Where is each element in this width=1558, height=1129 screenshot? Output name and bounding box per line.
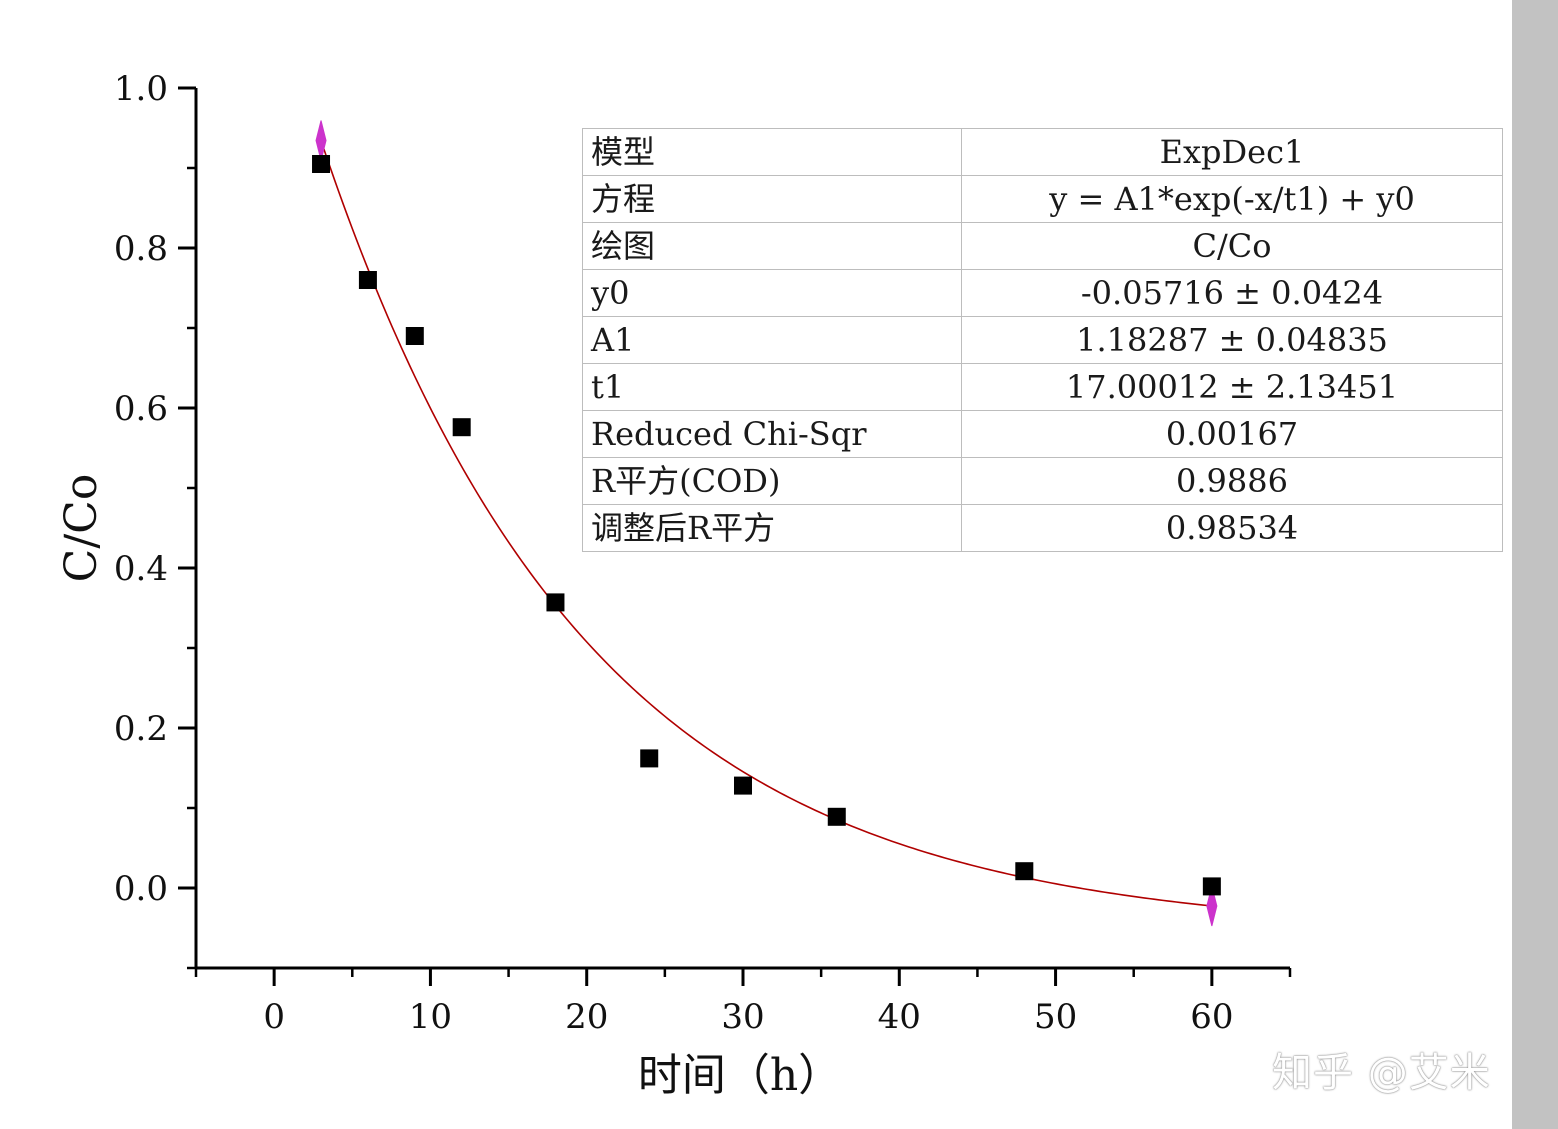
fit-table-key: y0 [582,269,962,317]
data-point [312,155,331,173]
right-scrollbar-strip [1512,0,1558,1129]
y-tick-label: 0.6 [114,389,168,429]
fit-table-value: C/Co [961,222,1503,270]
fit-table-key: Reduced Chi-Sqr [582,410,962,458]
data-point [1202,877,1221,896]
chart-axes [178,86,1292,986]
fit-table-row: A1 1.18287 ± 0.04835 [582,316,1503,364]
fit-table-key: 方程 [582,175,962,223]
fit-table-value: 1.18287 ± 0.04835 [961,316,1503,364]
x-tick-label: 20 [565,997,608,1037]
fit-endpoint-marker [315,120,327,161]
fit-table-key: 调整后R平方 [582,504,962,552]
x-tick-label: 30 [721,997,764,1037]
data-point [452,418,471,437]
watermark: 知乎 @艾米 [1272,1050,1491,1096]
fit-table-row: 模型 ExpDec1 [582,128,1503,176]
fit-table-row: 方程 y = A1*exp(-x/t1) + y0 [582,175,1503,223]
data-point [827,807,846,826]
fit-table-value: 0.00167 [961,410,1503,458]
fit-table-value: -0.05716 ± 0.0424 [961,269,1503,317]
fit-endpoint-marker [1206,885,1218,927]
y-tick-label: 0.4 [114,549,168,589]
fit-table-row: 调整后R平方 0.98534 [582,504,1503,552]
fit-curve-group [315,120,1218,927]
fit-curve [320,140,1212,907]
fit-table-value: ExpDec1 [961,128,1503,176]
data-point [734,776,752,795]
axis-labels: 0.0 0.2 0.4 0.6 0.8 1.0 0 10 20 30 40 50 60 时间（h） C/Co [56,69,1233,1101]
x-tick-label: 60 [1190,997,1233,1037]
fit-results-table: 模型 ExpDec1 方程 y = A1*exp(-x/t1) + y0 绘图 C/Co y… [582,128,1503,552]
fit-table-key: t1 [582,363,962,411]
fit-table-value: 0.98534 [961,504,1503,552]
fit-table-value: 17.00012 ± 2.13451 [961,363,1503,411]
fit-table-value: y = A1*exp(-x/t1) + y0 [961,175,1503,223]
x-tick-label: 40 [878,997,921,1037]
x-tick-label: 0 [263,997,285,1037]
fit-table-row: Reduced Chi-Sqr 0.00167 [582,410,1503,458]
fit-table-row: y0 -0.05716 ± 0.0424 [582,269,1503,317]
y-tick-label: 0.0 [114,869,168,909]
fit-table-key: R平方(COD) [582,457,962,505]
fit-table-row: 绘图 C/Co [582,222,1503,270]
fit-table-key: A1 [582,316,962,364]
y-tick-label: 0.8 [114,229,168,269]
data-point [405,327,424,345]
data-point [546,593,565,612]
y-tick-label: 1.0 [114,69,168,109]
fit-table-key: 绘图 [582,222,962,270]
data-point [640,749,659,768]
y-tick-label: 0.2 [114,709,168,749]
fit-table-row: R平方(COD) 0.9886 [582,457,1503,505]
x-tick-label: 10 [409,997,452,1037]
x-tick-label: 50 [1034,997,1077,1037]
y-axis-title: C/Co [56,474,107,583]
data-point [358,271,377,289]
fit-table-value: 0.9886 [961,457,1503,505]
x-axis-title: 时间（h） [638,1050,842,1101]
data-points [312,155,1221,896]
fit-table-key: 模型 [582,128,962,176]
data-point [1015,862,1034,881]
fit-table-row: t1 17.00012 ± 2.13451 [582,363,1503,411]
